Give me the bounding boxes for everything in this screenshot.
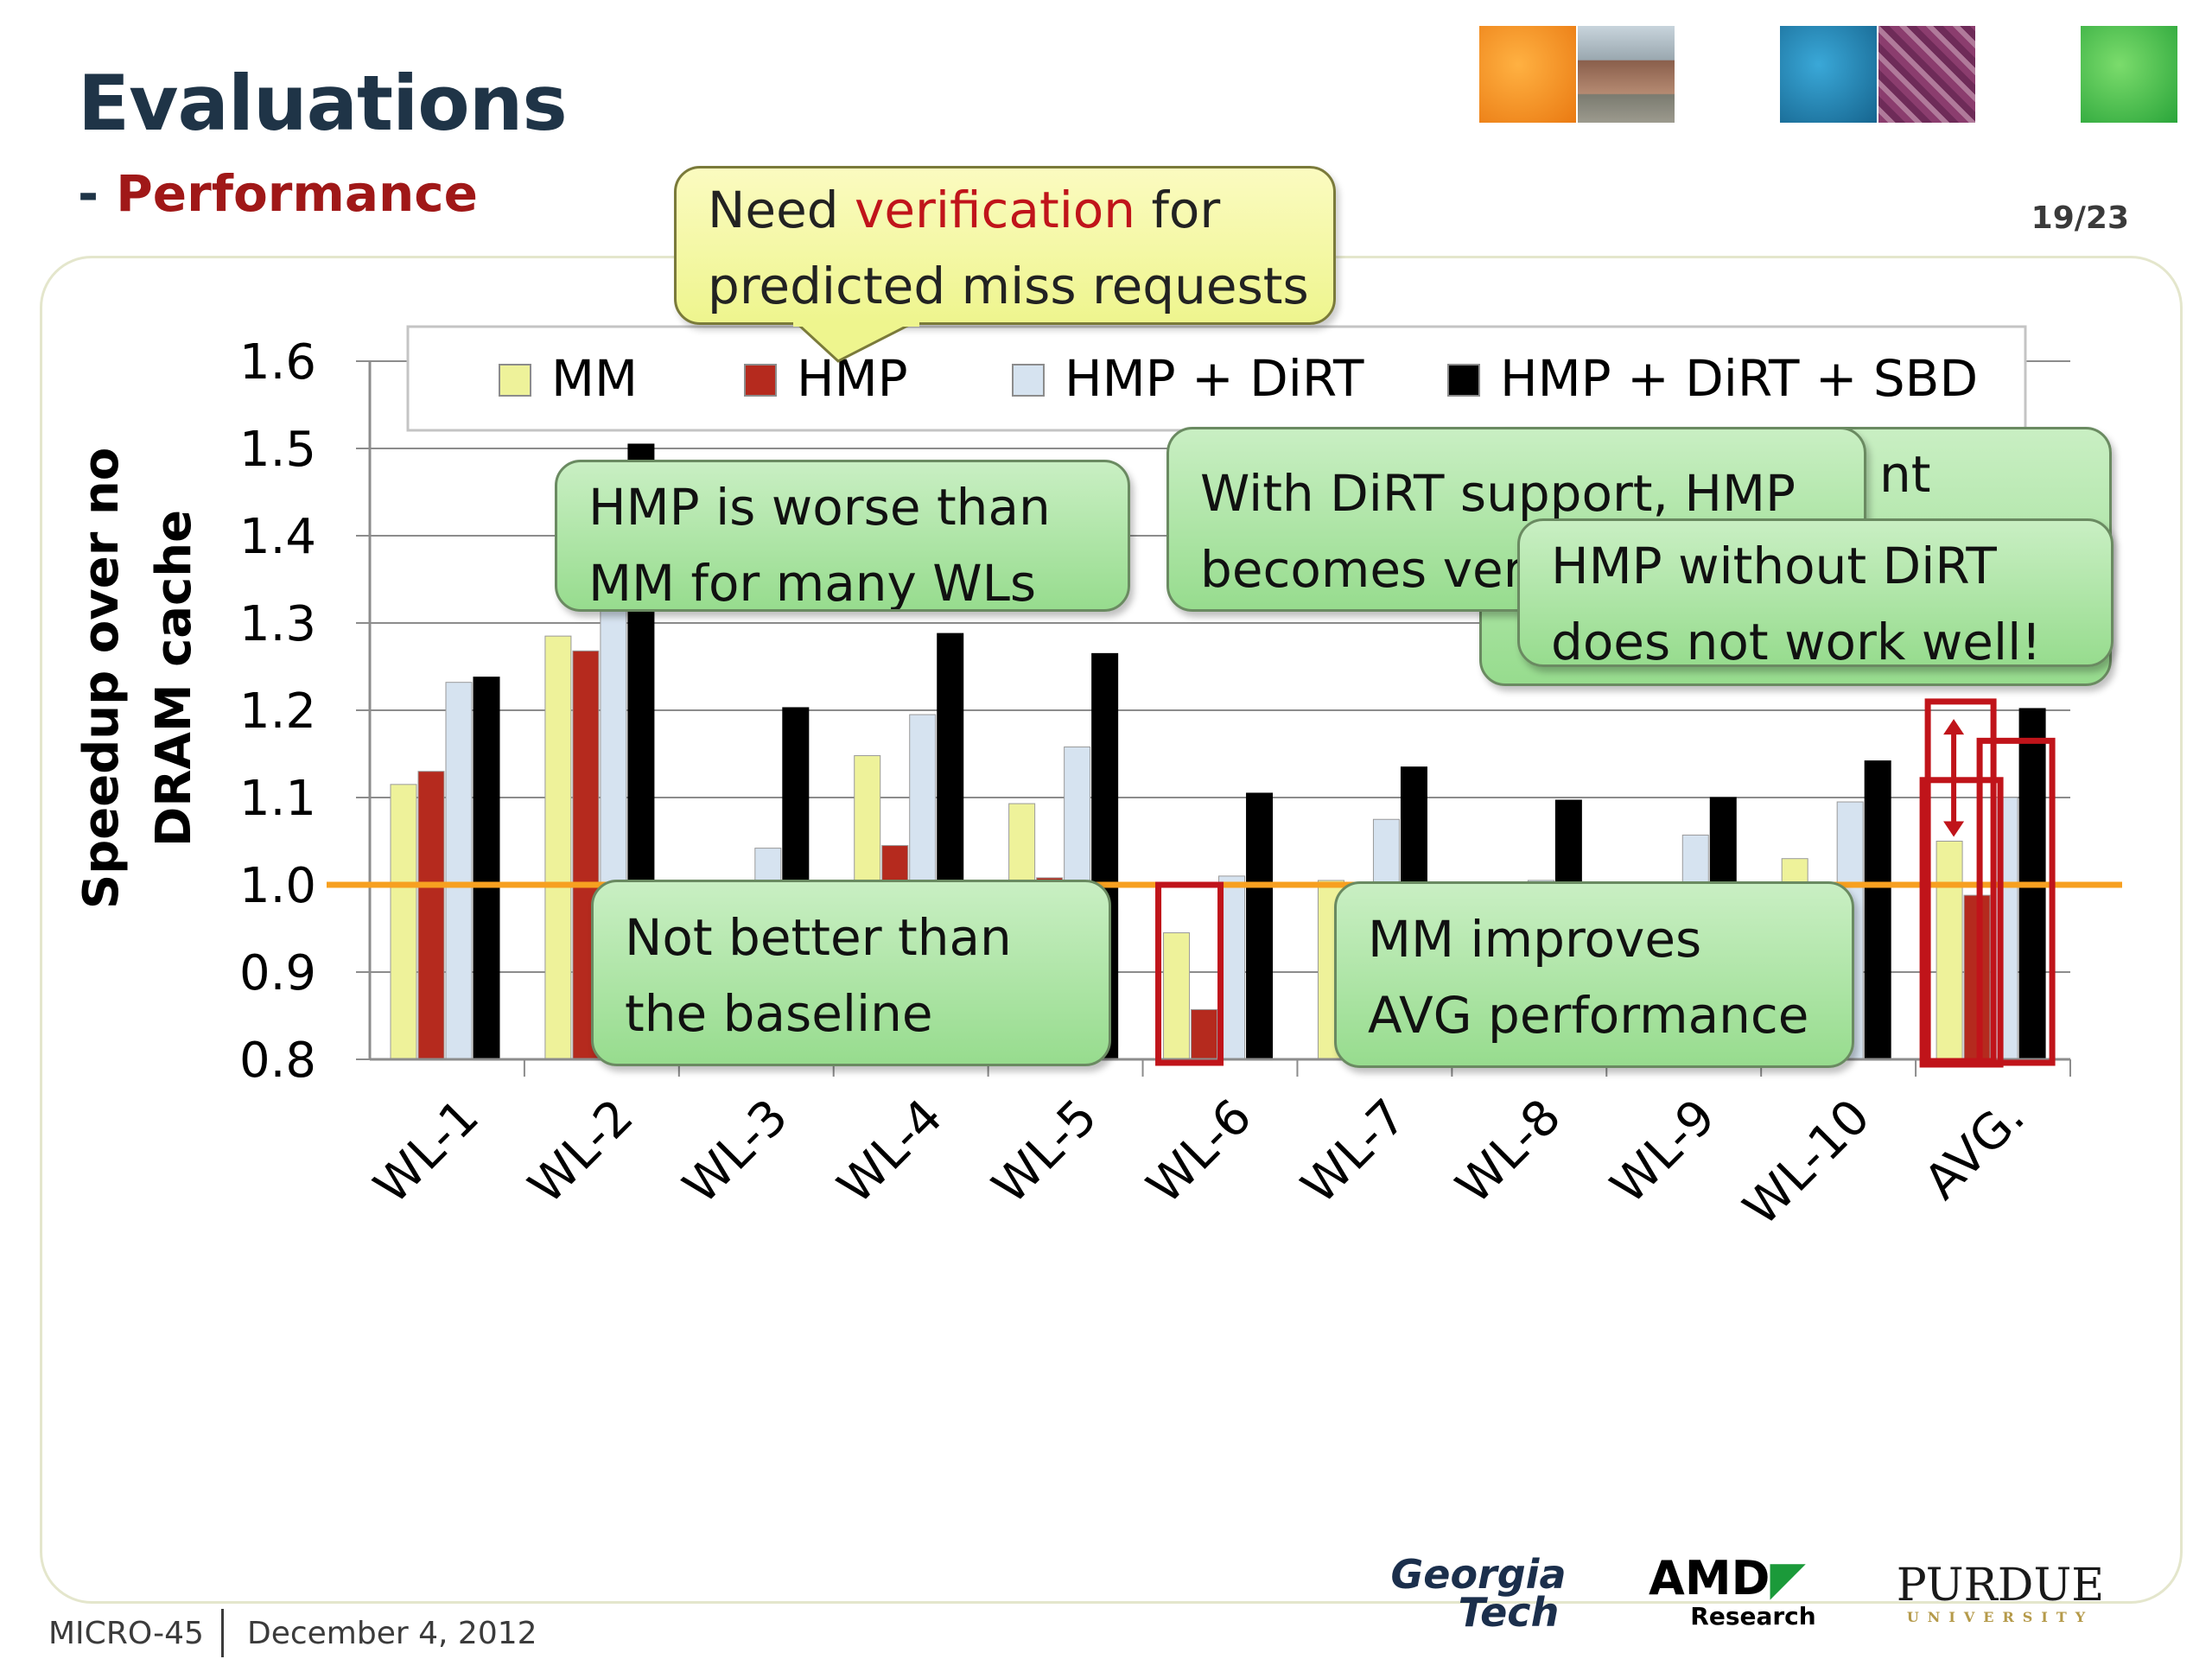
bar-mm — [544, 635, 572, 1060]
legend-label: HMP + DiRT + SBD — [1500, 349, 1978, 408]
y-tick-label: 1.5 — [239, 422, 316, 478]
chart-legend: MM HMP HMP + DiRT HMP + DiRT + SBD — [406, 325, 2027, 432]
amd-research-logo: AMD◤ Research — [1649, 1551, 1816, 1631]
bar-mm — [1163, 932, 1191, 1060]
x-tick-label: WL-9 — [1600, 1089, 1726, 1215]
bar-hmp-dirt-sbd — [1864, 760, 1891, 1060]
x-tick-label: WL-5 — [982, 1089, 1108, 1215]
blue-tile — [1780, 26, 1877, 123]
bar-hmp — [1191, 1008, 1218, 1060]
purdue-logo: PURDUE UNIVERSITY — [1896, 1560, 2105, 1625]
y-tick-label: 0.9 — [239, 945, 316, 1001]
slide-title: Evaluations — [78, 59, 568, 148]
legend-swatch — [744, 364, 777, 397]
x-tick-label: WL-2 — [518, 1089, 645, 1215]
bar-mm — [390, 784, 417, 1060]
x-tick-label: WL-6 — [1136, 1089, 1262, 1215]
y-tick-label: 1.4 — [239, 509, 316, 565]
building-photo — [1578, 26, 1675, 123]
callout-mm-improves: MM improves AVG performance — [1334, 881, 1854, 1068]
y-tick-label: 1.6 — [239, 334, 316, 391]
chip-photo — [1878, 26, 1975, 123]
bar-hmp-dirt-sbd — [1246, 792, 1274, 1060]
legend-label: HMP — [797, 349, 908, 408]
callout-hmp-worse: HMP is worse than MM for many WLs — [555, 460, 1130, 612]
legend-swatch — [499, 364, 531, 397]
x-tick-label: WL-8 — [1446, 1089, 1572, 1215]
y-axis-label-line1: Speedup over no — [73, 448, 130, 909]
bar-mm — [1936, 841, 1963, 1060]
bar-hmp-dirt-sbd — [473, 677, 500, 1060]
highlight-box-avg-1 — [1924, 698, 1997, 1065]
orange-tile — [1479, 26, 1576, 123]
y-tick-label: 1.2 — [239, 683, 316, 740]
y-tick-label: 1.3 — [239, 596, 316, 652]
x-tick-label: AVG. — [1914, 1089, 2036, 1211]
callout-need-verification: Need verification for predicted miss req… — [674, 166, 1336, 325]
callout-without-dirt: HMP without DiRT does not work well! — [1517, 518, 2113, 667]
x-tick-label: WL-1 — [364, 1089, 490, 1215]
legend-swatch — [1012, 364, 1045, 397]
y-axis-label-line2: DRAM cache — [146, 510, 202, 847]
legend-label: MM — [551, 349, 638, 408]
footer-separator — [221, 1609, 224, 1657]
highlight-box-avg-3 — [1919, 777, 2004, 1068]
amd-arrow-icon: ◤ — [1770, 1551, 1806, 1605]
subtitle-prefix: - — [78, 164, 117, 223]
arrow-up-icon — [1943, 719, 1965, 735]
x-tick-label: WL-7 — [1291, 1089, 1417, 1215]
highlight-box-wl6 — [1155, 881, 1224, 1066]
callout-not-better: Not better than the baseline — [591, 880, 1111, 1066]
footer-venue: MICRO-45 — [48, 1616, 204, 1651]
arrow-down-icon — [1943, 821, 1965, 837]
legend-label: HMP + DiRT — [1065, 349, 1364, 408]
slide-subtitle: - Performance — [78, 164, 478, 223]
bar-hmp-dirt — [445, 682, 473, 1060]
page-number: 19/23 — [2031, 200, 2129, 236]
x-tick-label: WL-3 — [673, 1089, 799, 1215]
callout-pointer — [792, 321, 919, 363]
x-tick-label: WL-10 — [1733, 1089, 1881, 1236]
georgia-tech-logo: Georgia Tech — [1390, 1551, 1567, 1636]
subtitle-text: Performance — [116, 164, 478, 223]
y-tick-label: 1.0 — [239, 858, 316, 914]
highlight-box-avg-2 — [1976, 737, 2056, 1066]
x-tick-label: WL-4 — [827, 1089, 953, 1215]
y-tick-label: 1.1 — [239, 771, 316, 827]
green-tile — [2081, 26, 2177, 123]
y-tick-label: 0.8 — [239, 1033, 316, 1089]
legend-swatch — [1447, 364, 1480, 397]
footer-date: December 4, 2012 — [247, 1616, 537, 1651]
bar-hmp — [417, 771, 445, 1060]
